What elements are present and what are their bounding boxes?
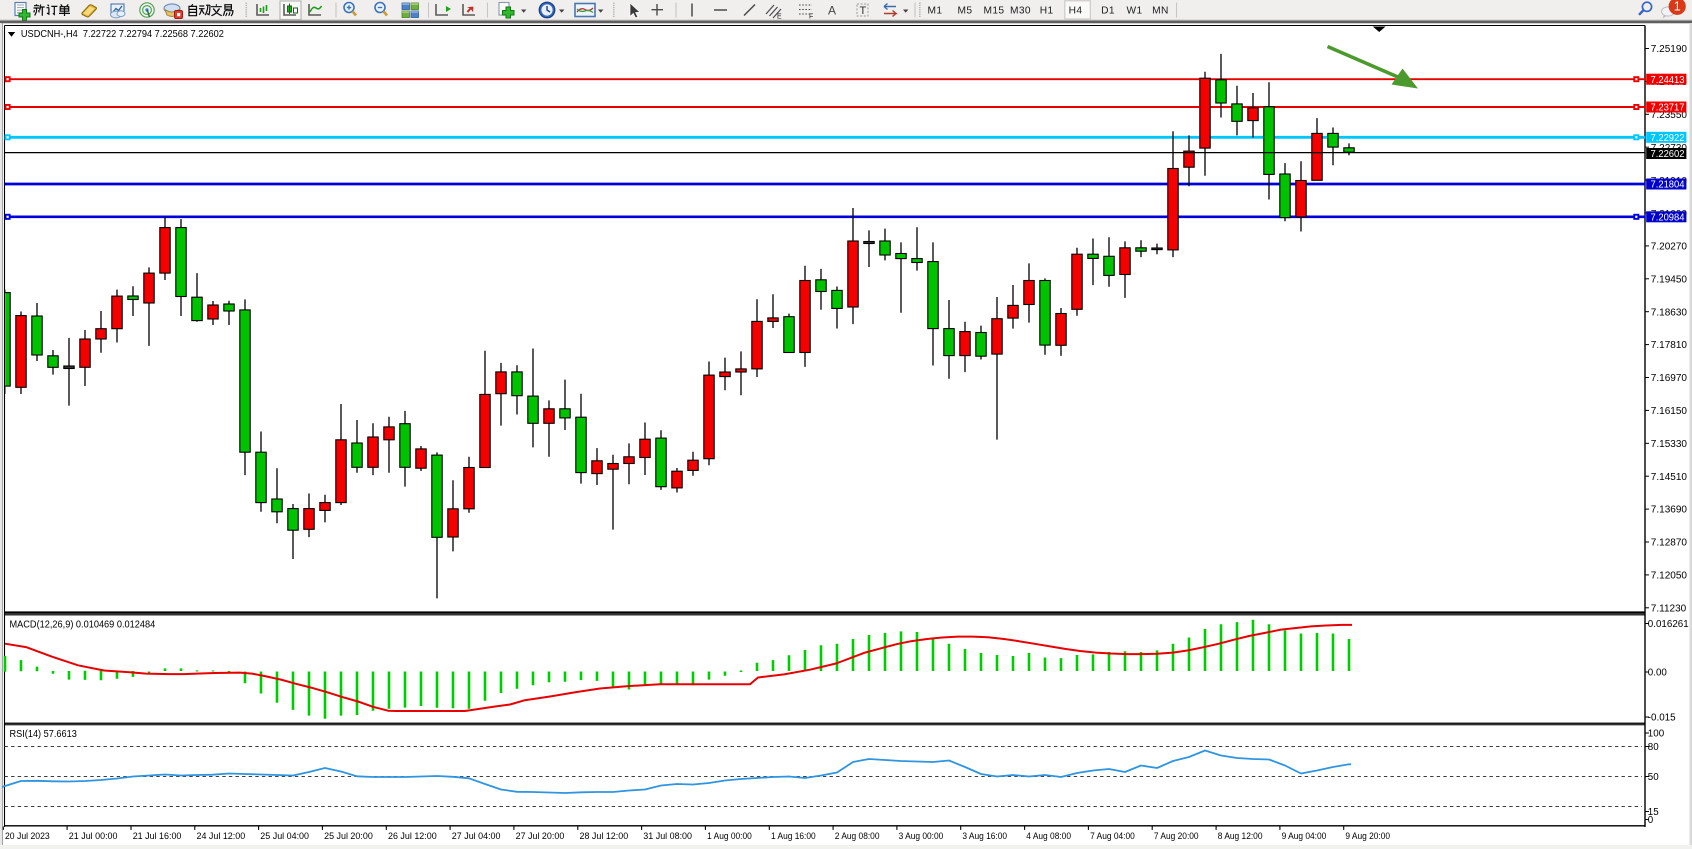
svg-text:MACD(12,26,9) 0.010469 0.01248: MACD(12,26,9) 0.010469 0.012484 <box>10 619 156 630</box>
svg-text:1: 1 <box>1674 0 1681 14</box>
svg-text:21 Jul 16:00: 21 Jul 16:00 <box>133 831 182 842</box>
svg-text:7.19450: 7.19450 <box>1651 274 1688 285</box>
svg-text:7.16970: 7.16970 <box>1651 373 1688 384</box>
svg-text:7.12050: 7.12050 <box>1651 571 1688 582</box>
svg-text:M5: M5 <box>958 6 973 17</box>
svg-text:15: 15 <box>1648 807 1659 818</box>
svg-text:RSI(14) 57.6613: RSI(14) 57.6613 <box>10 729 78 740</box>
svg-text:27 Jul 04:00: 27 Jul 04:00 <box>452 831 501 842</box>
svg-text:3 Aug 16:00: 3 Aug 16:00 <box>962 831 1007 842</box>
svg-text:M15: M15 <box>983 6 1004 17</box>
svg-text:7.18630: 7.18630 <box>1651 307 1688 318</box>
svg-text:20 Jul 2023: 20 Jul 2023 <box>5 831 50 842</box>
svg-text:7.21804: 7.21804 <box>1651 180 1686 191</box>
svg-text:80: 80 <box>1648 742 1659 753</box>
svg-text:1 Aug 00:00: 1 Aug 00:00 <box>707 831 752 842</box>
svg-text:M1: M1 <box>928 6 943 17</box>
svg-text:7.22922: 7.22922 <box>1651 133 1685 144</box>
svg-text:7.24413: 7.24413 <box>1651 75 1686 86</box>
svg-text:3 Aug 00:00: 3 Aug 00:00 <box>899 831 944 842</box>
svg-text:31 Jul 08:00: 31 Jul 08:00 <box>643 831 692 842</box>
svg-text:M30: M30 <box>1010 6 1031 17</box>
svg-text:28 Jul 12:00: 28 Jul 12:00 <box>580 831 629 842</box>
svg-text:7.23550: 7.23550 <box>1651 110 1688 121</box>
svg-text:MN: MN <box>1152 6 1169 17</box>
svg-text:H1: H1 <box>1040 6 1054 17</box>
svg-text:D1: D1 <box>1101 6 1115 17</box>
svg-text:7.25190: 7.25190 <box>1651 44 1688 55</box>
svg-text:1 Aug 16:00: 1 Aug 16:00 <box>771 831 816 842</box>
svg-text:7 Aug 04:00: 7 Aug 04:00 <box>1090 831 1135 842</box>
svg-text:0.016261: 0.016261 <box>1648 619 1689 630</box>
svg-text:9 Aug 04:00: 9 Aug 04:00 <box>1282 831 1327 842</box>
svg-text:0.00: 0.00 <box>1648 668 1668 679</box>
svg-text:7.13690: 7.13690 <box>1651 505 1688 516</box>
svg-text:T: T <box>860 5 867 17</box>
svg-text:7.23717: 7.23717 <box>1651 103 1685 114</box>
svg-text:USDCNH-,H4 7.22722 7.22794 7.: USDCNH-,H4 7.22722 7.22794 7.22568 7.226… <box>21 28 224 40</box>
svg-text:25 Jul 04:00: 25 Jul 04:00 <box>260 831 309 842</box>
svg-text:21 Jul 00:00: 21 Jul 00:00 <box>69 831 118 842</box>
svg-text:7.17810: 7.17810 <box>1651 340 1688 351</box>
svg-text:7.12870: 7.12870 <box>1651 538 1688 549</box>
svg-text:E: E <box>777 14 782 21</box>
svg-text:4 Aug 08:00: 4 Aug 08:00 <box>1026 831 1071 842</box>
svg-text:7.16150: 7.16150 <box>1651 406 1688 417</box>
svg-text:24 Jul 12:00: 24 Jul 12:00 <box>197 831 246 842</box>
svg-text:7 Aug 20:00: 7 Aug 20:00 <box>1154 831 1199 842</box>
svg-text:-0.015: -0.015 <box>1648 713 1676 724</box>
svg-text:7.15330: 7.15330 <box>1651 439 1688 450</box>
svg-text:7.20984: 7.20984 <box>1651 212 1686 223</box>
svg-text:100: 100 <box>1648 729 1665 740</box>
svg-text:2 Aug 08:00: 2 Aug 08:00 <box>835 831 880 842</box>
svg-text:26 Jul 12:00: 26 Jul 12:00 <box>388 831 437 842</box>
svg-text:27 Jul 20:00: 27 Jul 20:00 <box>516 831 565 842</box>
svg-text:7.14510: 7.14510 <box>1651 472 1688 483</box>
svg-text:7.20270: 7.20270 <box>1651 242 1688 253</box>
svg-text:9 Aug 20:00: 9 Aug 20:00 <box>1345 831 1390 842</box>
svg-text:H4: H4 <box>1069 6 1083 17</box>
svg-text:A: A <box>828 4 836 18</box>
svg-text:F: F <box>809 14 813 21</box>
svg-text:7.22602: 7.22602 <box>1651 149 1685 160</box>
svg-text:8 Aug 12:00: 8 Aug 12:00 <box>1218 831 1263 842</box>
svg-text:0: 0 <box>1648 815 1654 826</box>
svg-text:W1: W1 <box>1126 6 1142 17</box>
svg-text:25 Jul 20:00: 25 Jul 20:00 <box>324 831 373 842</box>
svg-text:7.11230: 7.11230 <box>1651 603 1687 614</box>
svg-text:50: 50 <box>1648 772 1659 783</box>
